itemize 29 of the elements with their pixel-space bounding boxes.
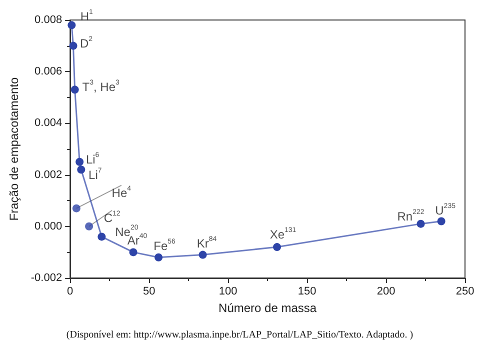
point [70, 86, 79, 94]
x-tick-label: 50 [142, 286, 156, 298]
y-tick-label: 0.002 [34, 168, 62, 181]
x-tick-label: 100 [218, 286, 238, 298]
text: (Disponível em: http://www.plasma.inpe.br/LAP_Portal/LAP_Sitio/Texto. Adaptado. ) [66, 330, 414, 340]
y-tick-label: -0.002 [30, 272, 62, 284]
point [129, 248, 138, 256]
x-tick-label: 0 [67, 286, 74, 298]
point [437, 217, 446, 226]
point [416, 220, 425, 228]
point [77, 166, 86, 174]
point [72, 204, 80, 212]
y-tick-label: 0.008 [34, 14, 62, 26]
y-tick-label: 0.004 [34, 117, 62, 130]
point [76, 158, 84, 166]
point [98, 232, 106, 241]
x-tick-label: 200 [376, 286, 396, 298]
point [68, 21, 76, 30]
point [154, 253, 163, 262]
point [69, 42, 78, 50]
x-tick-label: 250 [456, 286, 474, 298]
x-axis-title: Número de massa [218, 301, 317, 315]
x-tick-label: 150 [298, 286, 316, 298]
y-tick-label: 0.006 [34, 66, 62, 78]
y-axis-title: Fração de empacotamento [7, 76, 21, 221]
y-tick-label: 0.000 [34, 220, 62, 232]
point [273, 243, 282, 252]
point [198, 250, 207, 259]
point [85, 222, 94, 230]
